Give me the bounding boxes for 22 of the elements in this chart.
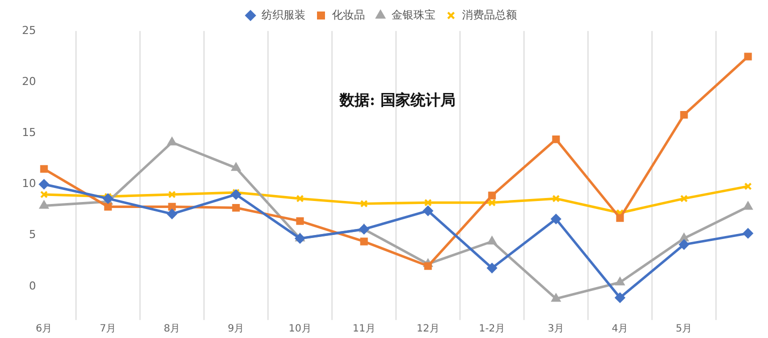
x-tick-label: 7月 bbox=[100, 324, 116, 335]
legend-label: 消费品总额 bbox=[462, 8, 517, 22]
y-tick-label: 10 bbox=[22, 177, 36, 190]
x-tick-label: 8月 bbox=[164, 324, 180, 335]
x-tick-label: 3月 bbox=[548, 324, 564, 335]
legend-label: 纺织服装 bbox=[262, 8, 306, 22]
x-tick-label: 4月 bbox=[612, 324, 628, 335]
y-tick-label: 5 bbox=[28, 228, 36, 242]
x-tick-label: 10月 bbox=[288, 324, 312, 335]
y-tick-label: 15 bbox=[22, 126, 36, 140]
x-tick-label: 9月 bbox=[228, 324, 244, 335]
x-tick-label: 12月 bbox=[416, 324, 440, 335]
legend-label: 化妆品 bbox=[332, 8, 365, 22]
y-tick-label: 0 bbox=[28, 279, 36, 292]
y-tick-label: 20 bbox=[22, 74, 36, 88]
x-tick-label: 1-2月 bbox=[478, 324, 506, 335]
legend-label: 金银珠宝 bbox=[392, 8, 436, 22]
x-tick-label: 11月 bbox=[352, 324, 376, 335]
x-tick-label: 5月 bbox=[676, 324, 692, 335]
y-tick-label: 25 bbox=[22, 24, 36, 37]
annotation: 数据: 国家统计局 bbox=[338, 91, 456, 110]
x-tick-label: 6月 bbox=[36, 324, 52, 335]
